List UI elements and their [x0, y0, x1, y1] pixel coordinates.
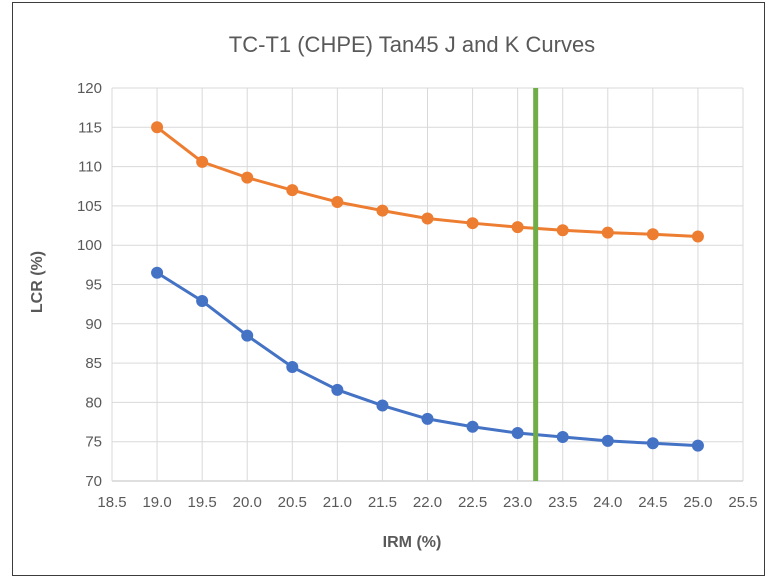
x-tick-label: 18.5: [97, 494, 126, 511]
data-point: [331, 195, 344, 208]
data-point: [466, 217, 479, 230]
data-point: [196, 295, 209, 308]
data-point: [196, 155, 209, 168]
data-point: [241, 171, 254, 184]
data-point: [376, 204, 389, 217]
data-point: [151, 121, 164, 134]
y-tick-label: 120: [77, 80, 102, 97]
data-point: [511, 221, 524, 234]
data-point: [556, 224, 569, 237]
y-tick-label: 105: [77, 198, 102, 215]
y-tick-label: 115: [78, 119, 102, 136]
data-point: [376, 399, 389, 412]
data-point: [646, 228, 659, 241]
y-tick-label: 110: [78, 159, 102, 176]
data-point: [691, 230, 704, 243]
chart-frame: [12, 2, 765, 576]
data-point: [421, 212, 434, 225]
y-tick-label: 70: [85, 473, 102, 490]
x-tick-label: 22.5: [458, 494, 487, 511]
x-tick-label: 19.0: [142, 494, 171, 511]
series-1: [151, 266, 704, 452]
series-lines: [151, 121, 704, 452]
x-tick-label: 22.0: [413, 494, 442, 511]
y-tick-label: 100: [77, 237, 102, 254]
y-axis-title: LCR (%): [29, 251, 46, 313]
x-tick-label: 20.5: [278, 494, 307, 511]
x-tick-label: 20.0: [233, 494, 262, 511]
data-point: [286, 184, 299, 197]
x-tick-label: 21.0: [323, 494, 352, 511]
data-point: [511, 427, 524, 440]
y-tick-label: 95: [85, 277, 102, 294]
y-tick-label: 75: [85, 434, 102, 451]
data-point: [151, 266, 164, 279]
data-point: [646, 437, 659, 450]
data-point: [601, 434, 614, 447]
x-tick-label: 21.5: [368, 494, 397, 511]
data-point: [691, 439, 704, 452]
y-tick-label: 90: [85, 316, 102, 333]
data-point: [421, 412, 434, 425]
y-tick-labels: 70 75 80 85 90 95 100 105 110 115 120: [77, 80, 102, 490]
x-tick-label: 25.0: [683, 494, 712, 511]
data-point: [241, 329, 254, 342]
series-0: [151, 121, 704, 243]
x-tick-label: 24.5: [638, 494, 667, 511]
x-tick-labels: 18.5 19.0 19.5 20.0 20.5 21.0 21.5 22.0 22.5 23.0…: [97, 494, 757, 511]
data-point: [601, 226, 614, 239]
data-point: [466, 420, 479, 433]
data-point: [331, 383, 344, 396]
x-tick-label: 25.5: [728, 494, 757, 511]
y-tick-label: 85: [85, 355, 102, 372]
data-point: [556, 430, 569, 443]
x-tick-label: 23.5: [548, 494, 577, 511]
x-axis-title: IRM (%): [383, 534, 442, 551]
data-point: [286, 361, 299, 374]
y-tick-label: 80: [85, 394, 102, 411]
x-tick-label: 24.0: [593, 494, 622, 511]
x-tick-label: 19.5: [188, 494, 217, 511]
x-tick-label: 23.0: [503, 494, 532, 511]
chart-title: TC-T1 (CHPE) Tan45 J and K Curves: [229, 32, 595, 57]
